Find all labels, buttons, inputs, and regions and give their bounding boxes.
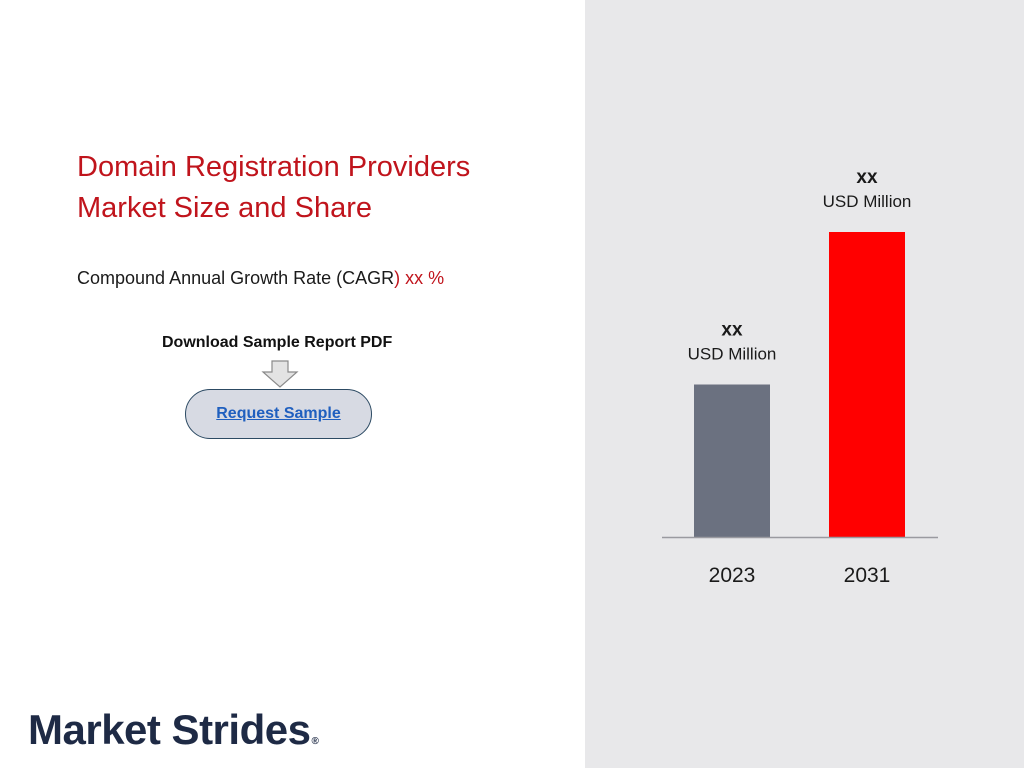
page-title: Domain Registration Providers Market Siz… xyxy=(77,147,557,229)
market-size-bar-chart: xx USD Million 2023 xx USD Million 2031 xyxy=(662,167,938,587)
market-strides-logo: Market Strides® xyxy=(28,706,319,754)
registered-mark: ® xyxy=(311,736,319,747)
left-panel xyxy=(0,0,585,768)
page-title-line-1: Domain Registration Providers xyxy=(77,151,471,183)
logo-text: Market Strides xyxy=(28,706,311,753)
download-label: Download Sample Report PDF xyxy=(162,334,393,351)
down-arrow-icon xyxy=(261,360,299,388)
bar-unit-label-2023: USD Million xyxy=(688,345,777,364)
bar-2031 xyxy=(829,232,905,537)
request-sample-link[interactable]: Request Sample xyxy=(216,405,341,422)
page-title-line-2: Market Size and Share xyxy=(77,192,372,224)
cagr-text: Compound Annual Growth Rate (CAGR) xx % xyxy=(77,268,444,289)
bar-value-label-2023: xx xyxy=(721,320,743,341)
x-tick-label-2031: 2031 xyxy=(844,564,891,587)
cagr-value: ) xx % xyxy=(394,268,445,288)
bar-value-label-2031: xx xyxy=(856,167,878,188)
chart-panel xyxy=(585,0,1024,768)
bar-unit-label-2031: USD Million xyxy=(823,192,912,211)
cagr-label: Compound Annual Growth Rate (CAGR xyxy=(77,268,395,288)
bar-2023 xyxy=(694,384,770,537)
x-tick-label-2023: 2023 xyxy=(709,564,756,587)
request-sample-button[interactable]: Request Sample xyxy=(185,389,372,439)
